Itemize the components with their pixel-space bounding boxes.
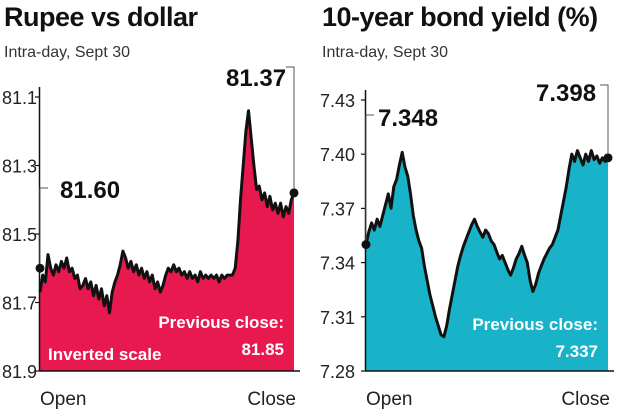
bond-close-leader [600,84,609,154]
bond-close-marker [603,153,613,163]
rupee-chart-subtitle: Intra-day, Sept 30 [4,44,130,61]
bond-open-value-label: 7.348 [378,105,438,132]
rupee-previous-close-value: 81.85 [241,340,284,359]
rupee-previous-close-label: Previous close: [158,313,284,332]
rupee-ytick-label: 81.7 [2,294,37,314]
bond-ytick-label: 7.43 [320,91,355,111]
rupee-ytick-label: 81.5 [2,225,37,245]
bond-chart-panel: 10-year bond yield (%) Intra-day, Sept 3… [318,0,620,413]
bond-ytick-label: 7.28 [320,362,355,382]
bond-previous-close-label: Previous close: [472,315,598,334]
rupee-high-leader [286,66,295,189]
rupee-chart-panel: Rupee vs dollar Intra-day, Sept 30 81.1 8… [2,2,300,410]
rupee-inverted-scale-note: Inverted scale [48,345,161,364]
bond-open-marker [361,240,371,250]
bond-xtick-open: Open [366,389,412,410]
rupee-xtick-open: Open [40,389,86,410]
rupee-open-value-label: 81.60 [60,177,120,204]
bond-ytick-label: 7.37 [320,199,355,219]
bond-open-leader [365,114,374,241]
bond-ytick-label: 7.31 [320,308,355,328]
bond-chart-title: 10-year bond yield (%) [322,2,598,32]
rupee-high-value-label: 81.37 [226,65,286,92]
bond-area [366,150,608,371]
rupee-series-line [38,109,296,315]
bond-xtick-close: Close [561,389,610,410]
rupee-open-leader [39,187,48,265]
bond-previous-close-value: 7.337 [555,342,598,361]
bond-chart-subtitle: Intra-day, Sept 30 [322,44,448,61]
rupee-close-marker [289,188,299,198]
rupee-ytick-label: 81.3 [2,157,37,177]
rupee-ytick-label: 81.1 [2,88,37,108]
bond-ytick-label: 7.34 [320,254,355,274]
bond-close-value-label: 7.398 [536,80,596,107]
bond-series-line [364,149,610,339]
rupee-open-marker [35,263,45,273]
rupee-xtick-close: Close [247,389,296,410]
bond-chart-plot: 7.43 7.40 7.37 7.34 7.31 7.28 Open Close 7.348 7.… [320,80,614,410]
rupee-ytick-label: 81.9 [2,362,37,382]
bond-ytick-label: 7.40 [320,145,355,165]
rupee-chart-title: Rupee vs dollar [4,2,198,32]
